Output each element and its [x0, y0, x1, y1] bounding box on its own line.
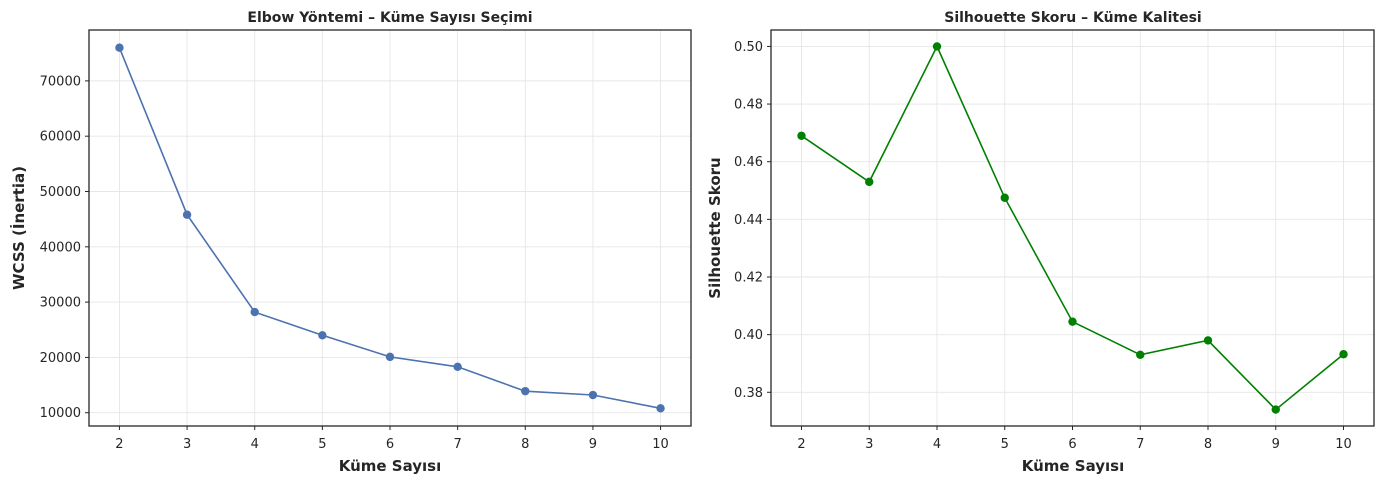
- elbow-y-tick-label: 30000: [40, 296, 81, 311]
- elbow-data-point: [385, 352, 395, 362]
- silhouette-x-tick-label: 5: [1001, 437, 1009, 452]
- silhouette-data-point: [865, 177, 874, 187]
- silhouette-data-point: [1000, 193, 1009, 202]
- elbow-data-point: [318, 331, 327, 340]
- silhouette-x-tick-label: 7: [1136, 437, 1144, 452]
- silhouette-x-tick-label: 2: [797, 437, 805, 452]
- elbow-x-tick-label: 2: [115, 437, 123, 452]
- silhouette-x-tick-label: 10: [1335, 437, 1352, 452]
- silhouette-y-tick-label: 0.44: [734, 213, 763, 228]
- elbow-data-point: [521, 386, 530, 396]
- elbow-plot-frame: [88, 29, 692, 427]
- silhouette-y-tick-label: 0.40: [734, 328, 763, 343]
- elbow-x-tick-label: 9: [589, 437, 597, 452]
- silhouette-y-tick-label: 0.48: [734, 98, 763, 113]
- elbow-data-point: [453, 362, 462, 372]
- elbow-x-tick-label: 7: [453, 437, 461, 452]
- elbow-y-tick-label: 70000: [40, 74, 81, 89]
- silhouette-chart: Silhouette Skoru – Küme Kalitesi Küme Sa…: [706, 10, 1375, 475]
- elbow-x-tick-label: 6: [386, 437, 394, 452]
- elbow-chart-title: Elbow Yöntemi – Küme Sayısı Seçimi: [247, 10, 532, 26]
- elbow-data-point: [656, 404, 665, 413]
- elbow-y-tick-label: 50000: [40, 185, 81, 200]
- elbow-data-point: [115, 43, 124, 52]
- elbow-y-tick-label: 40000: [40, 240, 81, 255]
- silhouette-plot-frame: [770, 29, 1375, 427]
- silhouette-x-tick-label: 8: [1204, 437, 1212, 452]
- silhouette-data-point: [932, 42, 942, 51]
- silhouette-y-tick-label: 0.42: [734, 270, 763, 285]
- silhouette-chart-ylabel: Silhouette Skoru: [706, 157, 724, 298]
- silhouette-x-tick-label: 4: [933, 437, 941, 452]
- elbow-data-point: [250, 307, 259, 317]
- silhouette-x-tick-label: 6: [1068, 437, 1076, 452]
- elbow-data-point: [588, 390, 598, 400]
- elbow-chart: Elbow Yöntemi – Küme Sayısı Seçimi Küme …: [9, 10, 692, 475]
- elbow-x-tick-label: 8: [521, 437, 529, 452]
- elbow-chart-ylabel: WCSS (İnertia): [9, 166, 28, 290]
- elbow-y-tick-label: 60000: [40, 130, 81, 145]
- silhouette-x-tick-label: 3: [865, 437, 873, 452]
- silhouette-data-point: [1339, 350, 1348, 359]
- elbow-x-tick-label: 4: [251, 437, 259, 452]
- silhouette-chart-title: Silhouette Skoru – Küme Kalitesi: [944, 10, 1201, 26]
- elbow-grid: [89, 30, 691, 426]
- silhouette-data-point: [797, 131, 806, 140]
- silhouette-data-point: [1136, 350, 1145, 360]
- elbow-y-tick-label: 20000: [40, 351, 81, 366]
- silhouette-data-point: [1203, 336, 1213, 345]
- elbow-chart-xlabel: Küme Sayısı: [339, 457, 442, 475]
- silhouette-data-point: [1068, 317, 1077, 326]
- silhouette-chart-xlabel: Küme Sayısı: [1022, 457, 1125, 475]
- elbow-x-tick-label: 3: [183, 437, 191, 452]
- silhouette-y-tick-label: 0.46: [734, 155, 763, 170]
- silhouette-y-tick-label: 0.50: [734, 40, 763, 55]
- elbow-y-tick-label: 10000: [40, 406, 81, 421]
- silhouette-y-tick-label: 0.38: [734, 386, 763, 401]
- silhouette-data-point: [1271, 405, 1280, 414]
- elbow-x-tick-label: 10: [652, 437, 669, 452]
- silhouette-x-tick-label: 9: [1272, 437, 1280, 452]
- elbow-data-point: [182, 210, 192, 219]
- silhouette-grid: [771, 30, 1374, 426]
- elbow-x-tick-label: 5: [318, 437, 326, 452]
